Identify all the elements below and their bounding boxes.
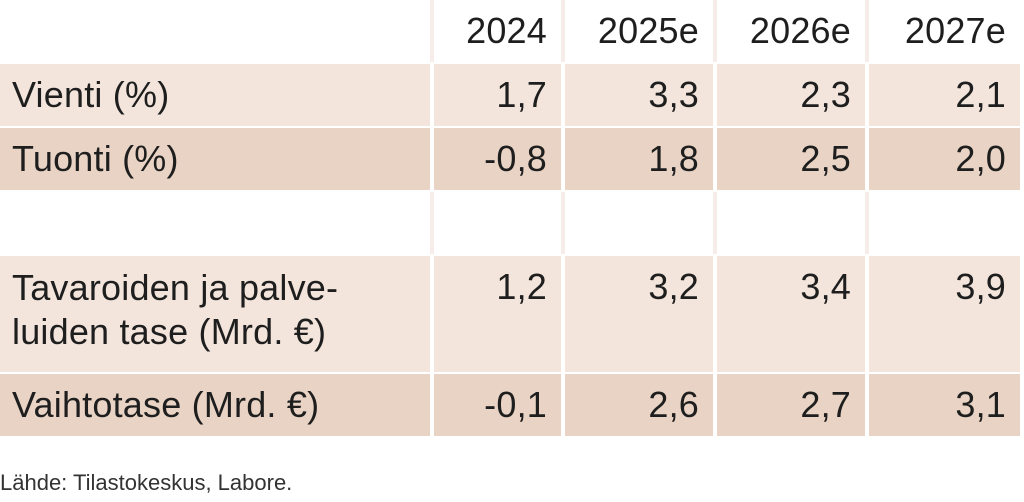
cell: 3,3	[565, 64, 713, 126]
cell: 2,6	[565, 374, 713, 436]
spacer-cell	[565, 192, 713, 254]
spacer-cell	[0, 192, 430, 254]
row-label-vaihtotase: Vaihtotase (Mrd. €)	[0, 374, 430, 436]
cell: 3,4	[717, 256, 865, 372]
cell: 2,3	[717, 64, 865, 126]
header-empty-cell	[0, 0, 430, 62]
row-label-vienti: Vienti (%)	[0, 64, 430, 126]
cell: 1,2	[434, 256, 561, 372]
spacer-cell	[434, 192, 561, 254]
cell: 2,1	[869, 64, 1020, 126]
header-2024: 2024	[434, 0, 561, 62]
row-label-tuonti: Tuonti (%)	[0, 128, 430, 190]
row-label-tavaroiden-tase: Tavaroiden ja palve- luiden tase (Mrd. €…	[0, 256, 430, 372]
cell: -0,1	[434, 374, 561, 436]
cell: 3,1	[869, 374, 1020, 436]
header-2026e: 2026e	[717, 0, 865, 62]
data-table: 2024 2025e 2026e 2027e Vienti (%) 1,7 3,…	[0, 0, 1020, 436]
source-note: Lähde: Tilastokeskus, Labore.	[0, 470, 293, 495]
cell: 3,9	[869, 256, 1020, 372]
cell: -0,8	[434, 128, 561, 190]
header-2025e: 2025e	[565, 0, 713, 62]
spacer-cell	[717, 192, 865, 254]
cell: 1,7	[434, 64, 561, 126]
cell: 1,8	[565, 128, 713, 190]
cell: 2,5	[717, 128, 865, 190]
spacer-cell	[869, 192, 1020, 254]
cell: 2,0	[869, 128, 1020, 190]
cell: 3,2	[565, 256, 713, 372]
header-2027e: 2027e	[869, 0, 1020, 62]
cell: 2,7	[717, 374, 865, 436]
